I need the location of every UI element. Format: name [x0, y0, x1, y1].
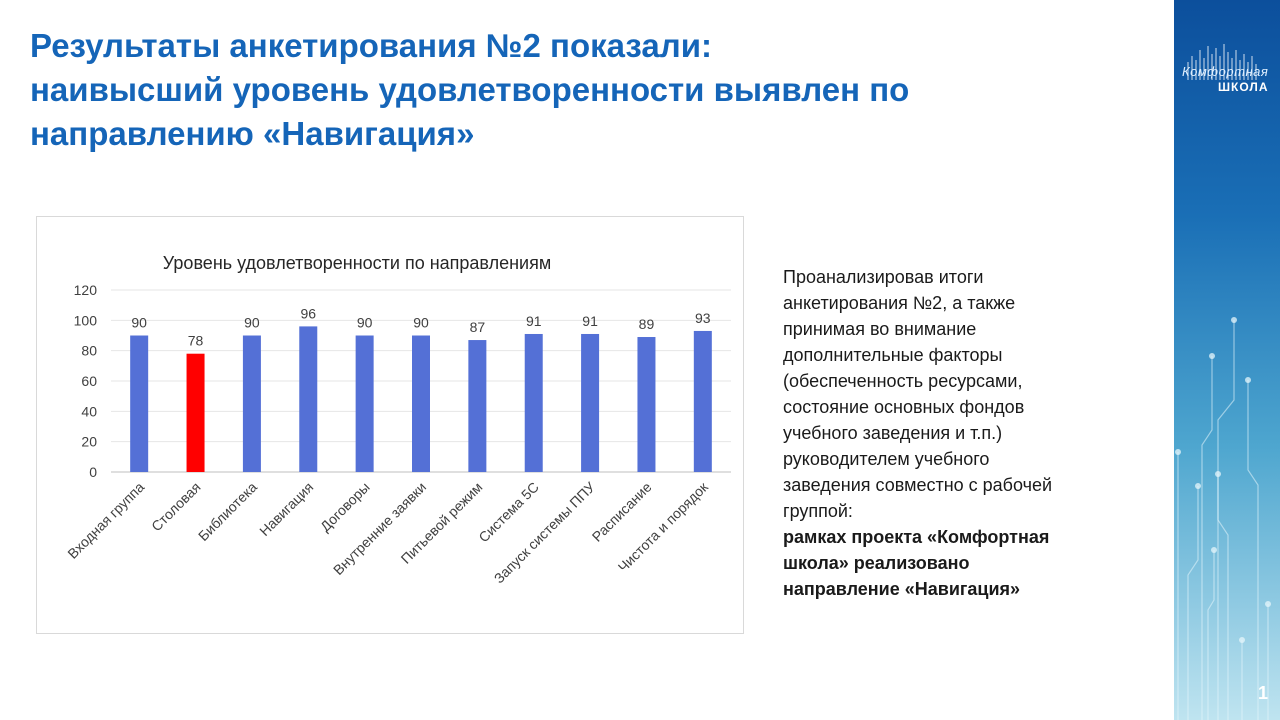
slide-title-line: направлению «Навигация»: [30, 115, 475, 152]
data-label: 89: [639, 316, 655, 332]
data-label: 90: [131, 315, 147, 331]
conclusion-line: анкетирования №2, а также: [783, 293, 1016, 313]
bar: [130, 335, 149, 472]
conclusion-line: состояние основных фондов: [783, 397, 1025, 417]
slide-title: Результаты анкетирования №2 показали: на…: [30, 24, 1150, 156]
slide-title-line: Результаты анкетирования №2 показали:: [30, 27, 712, 64]
y-tick-label: 40: [81, 403, 97, 419]
conclusion-line: (обеспеченность ресурсами,: [783, 371, 1023, 391]
page-number: 1: [1257, 683, 1268, 703]
data-label: 90: [244, 315, 260, 331]
x-tick-label: Внутренние заявки: [330, 479, 429, 578]
x-tick-label: Столовая: [148, 479, 204, 535]
slide-title-line: наивысший уровень удовлетворенности выяв…: [30, 71, 910, 108]
logo-text-bottom: ШКОЛА: [1218, 80, 1269, 94]
bar: [355, 335, 374, 472]
bar: [524, 333, 543, 472]
x-tick-label: Договоры: [317, 479, 373, 535]
bar: [693, 330, 712, 472]
conclusion-line: учебного заведения и т.п.): [783, 423, 1003, 443]
logo-text-top: Комфортная: [1182, 64, 1269, 79]
data-label: 90: [413, 315, 429, 331]
data-label: 93: [695, 310, 711, 326]
data-label: 91: [582, 313, 598, 329]
x-tick-label: Входная группа: [64, 479, 147, 562]
bar: [186, 353, 205, 472]
y-tick-label: 100: [74, 312, 98, 328]
bar-chart: Уровень удовлетворенности по направления…: [36, 216, 744, 634]
conclusion-line: дополнительные факторы: [783, 345, 1003, 365]
x-tick-label: Запуск системы ППУ: [491, 479, 599, 587]
conclusion-line: принимая во внимание: [783, 319, 977, 339]
bar: [581, 333, 600, 472]
data-label: 78: [188, 333, 204, 349]
conclusion-line: заведения совместно с рабочей: [783, 475, 1053, 495]
conclusion-bold-line: школа» реализовано: [783, 553, 970, 573]
decorative-side-panel: Комфортная ШКОЛА 1: [1174, 0, 1280, 720]
conclusion-bold-line: направление «Навигация»: [783, 579, 1021, 599]
conclusion-line: руководителем учебного: [783, 449, 990, 469]
x-tick-label: Навигация: [256, 479, 316, 539]
x-tick-label: Библиотека: [195, 479, 260, 544]
bar: [468, 340, 487, 472]
conclusion-bold-line: рамках проекта «Комфортная: [783, 527, 1050, 547]
conclusion-line: Проанализировав итоги: [783, 267, 984, 287]
y-tick-label: 60: [81, 373, 97, 389]
bar: [637, 337, 656, 472]
data-label: 87: [470, 319, 486, 335]
y-tick-label: 0: [89, 464, 97, 480]
data-label: 96: [300, 305, 316, 321]
y-tick-label: 20: [81, 434, 97, 450]
y-tick-label: 80: [81, 343, 97, 359]
bar: [242, 335, 261, 472]
bar: [412, 335, 430, 472]
circuit-pattern-icon: [1175, 44, 1271, 720]
conclusion-line: группой:: [783, 501, 853, 521]
bar-chart-canvas: Уровень удовлетворенности по направления…: [64, 253, 731, 587]
data-label: 91: [526, 313, 542, 329]
conclusion-text: Проанализировав итоги анкетирования №2, …: [783, 264, 1123, 602]
bar: [299, 326, 318, 472]
chart-title: Уровень удовлетворенности по направления…: [163, 253, 551, 273]
y-tick-label: 120: [74, 282, 98, 298]
data-label: 90: [357, 315, 373, 331]
